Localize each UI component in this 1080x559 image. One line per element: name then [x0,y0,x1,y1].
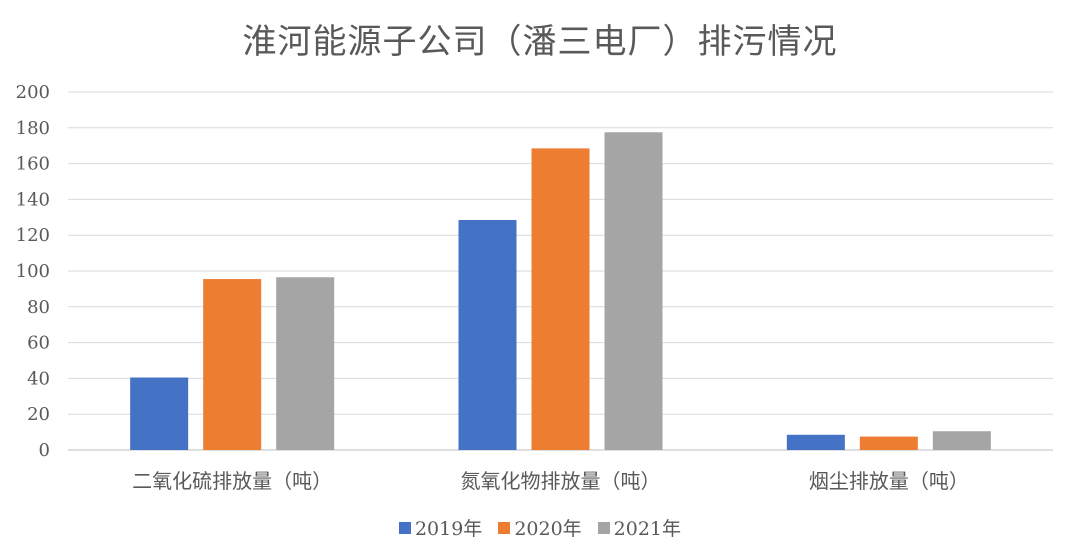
x-category-label: 二氧化硫排放量（吨） [132,469,332,493]
legend-swatch [498,521,511,534]
y-tick-label: 100 [16,261,50,282]
y-tick-label: 0 [39,440,50,461]
bar-3-2 [604,132,663,450]
legend-swatch [398,521,411,534]
legend-label: 2020年 [514,518,582,540]
y-tick-label: 80 [27,297,50,318]
legend-label: 2021年 [613,518,682,540]
bar-1-2 [458,219,517,450]
y-tick-label: 60 [27,333,50,354]
bar-1-3 [786,434,845,450]
chart-title: 淮河能源子公司（潘三电厂）排污情况 [242,22,838,62]
plot-area: 0 20 40 60 80 100 120 140 160 180 200 二氧化硫排放量（吨） 氮氧化… [16,82,1053,493]
y-tick-label: 200 [16,82,50,103]
x-category-label: 氮氧化物排放量（吨） [461,469,661,493]
legend-item-1: 2019年 [398,514,483,541]
bar-2-3 [859,436,918,450]
y-tick-label: 140 [16,189,50,210]
legend-item-3: 2021年 [597,514,682,541]
legend-label: 2019年 [414,518,483,540]
bar-3-1 [276,277,335,450]
x-category-label: 烟尘排放量（吨） [809,469,969,493]
bar-1-1 [130,377,189,450]
y-tick-label: 120 [16,225,50,246]
bar-3-3 [932,431,991,450]
bar-2-2 [531,148,590,450]
legend: 2019年 2020年 2021年 [0,514,1080,541]
bar-2-1 [203,279,262,450]
y-tick-label: 20 [27,404,50,425]
legend-item-2: 2020年 [498,514,582,541]
y-tick-label: 160 [16,154,50,175]
legend-swatch [597,521,610,534]
y-tick-label: 180 [16,118,50,139]
y-tick-label: 40 [27,368,50,389]
